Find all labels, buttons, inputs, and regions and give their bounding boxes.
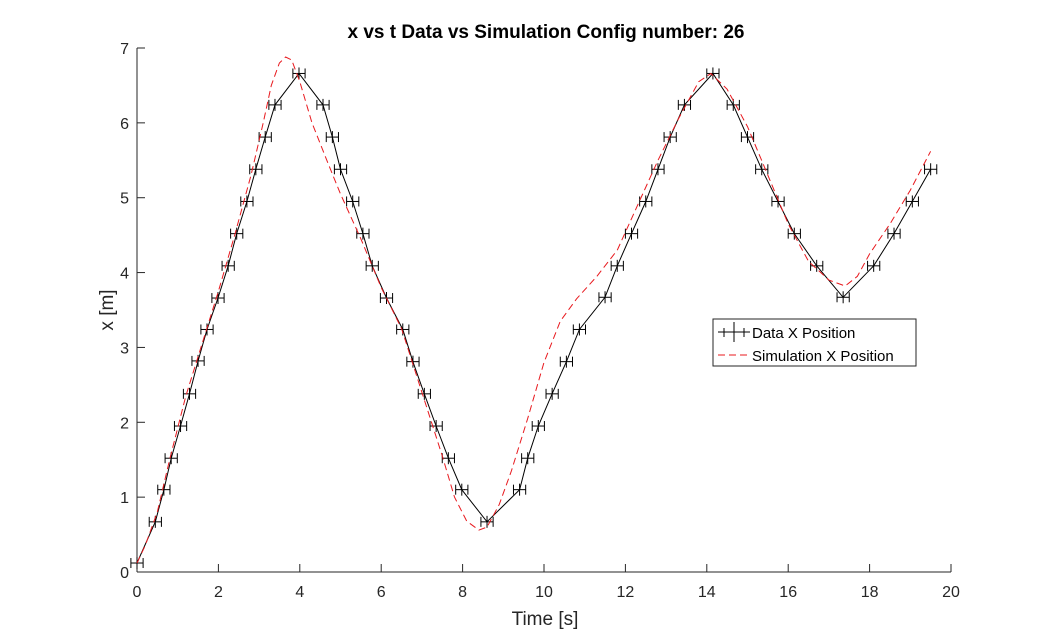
x-axis-label: Time [s] [512,609,579,630]
x-tick-label: 20 [942,584,960,601]
legend-label-data: Data X Position [752,325,855,342]
x-tick-label: 0 [133,584,142,601]
simulation-line [136,56,932,564]
y-tick-label: 1 [120,490,129,507]
x-tick-label: 14 [698,584,716,601]
y-tick-label: 7 [120,41,129,58]
y-tick-label: 6 [120,116,129,133]
x-tick-label: 8 [458,584,467,601]
legend-label-simulation: Simulation X Position [752,348,894,365]
x-tick-label: 2 [214,584,223,601]
y-tick-label: 0 [120,565,129,582]
legend: Data X Position Simulation X Position [712,318,917,367]
y-tick-label: 5 [120,191,129,208]
legend-box [712,318,917,367]
x-tick-label: 12 [617,584,635,601]
y-tick-label: 4 [120,266,129,283]
y-tick-label: 3 [120,340,129,357]
x-tick-label: 6 [377,584,386,601]
y-tick-label: 2 [120,415,129,432]
x-tick-label: 16 [779,584,797,601]
x-tick-label: 18 [861,584,879,601]
x-tick-label: 4 [295,584,304,601]
chart-title: x vs t Data vs Simulation Config number:… [348,22,745,43]
x-tick-label: 10 [535,584,553,601]
y-axis-label: x [m] [97,289,118,330]
